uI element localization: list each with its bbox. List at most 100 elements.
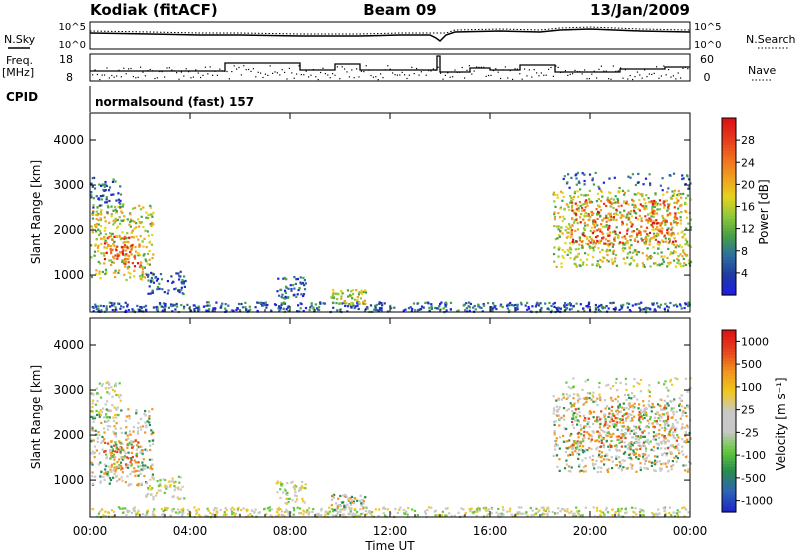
echo-point (115, 199, 118, 202)
echo-point (661, 214, 664, 217)
echo-point (287, 309, 290, 313)
echo-point (584, 252, 587, 255)
echo-point (342, 507, 345, 510)
echo-point (615, 449, 618, 452)
echo-point (146, 420, 149, 423)
nave-sample (665, 74, 667, 76)
echo-point (609, 201, 612, 204)
echo-point (115, 422, 118, 425)
y-tick-label: 1000 (53, 268, 84, 282)
nave-sample (293, 77, 295, 79)
colorbar-segment (722, 150, 736, 154)
echo-point (621, 406, 624, 409)
echo-point (351, 501, 354, 504)
echo-point (113, 444, 116, 447)
echo-point (113, 462, 116, 465)
echo-point (99, 262, 102, 265)
echo-point (91, 429, 94, 432)
echo-point (93, 445, 96, 448)
echo-point (331, 301, 335, 305)
y-tick-label: 2000 (53, 223, 84, 237)
echo-point (565, 446, 568, 450)
echo-point (646, 440, 649, 444)
echo-point (280, 302, 283, 305)
echo-point (120, 246, 123, 249)
echo-point (103, 450, 106, 453)
echo-point (364, 291, 368, 294)
echo-point (91, 410, 94, 413)
echo-point (119, 205, 122, 209)
echo-point (565, 459, 568, 462)
echo-point (457, 309, 460, 312)
echo-point (681, 414, 684, 417)
echo-point (661, 434, 664, 437)
echo-point (125, 456, 129, 459)
echo-point (91, 217, 95, 220)
echo-point (119, 507, 122, 510)
colorbar-segment (722, 393, 736, 398)
echo-point (356, 301, 359, 304)
echo-point (105, 305, 108, 308)
echo-point (593, 467, 596, 470)
echo-point (94, 243, 97, 246)
echo-point (222, 513, 225, 517)
echo-point (676, 447, 679, 450)
echo-point (128, 236, 131, 239)
echo-point (383, 507, 386, 510)
echo-point (608, 191, 611, 194)
echo-point (572, 242, 575, 245)
nave-sample (567, 74, 569, 76)
echo-point (465, 302, 468, 305)
echo-point (179, 497, 182, 500)
echo-point (628, 427, 631, 430)
echo-point (95, 449, 98, 452)
echo-point (615, 410, 618, 413)
echo-point (675, 445, 678, 448)
echo-point (556, 196, 559, 199)
echo-point (114, 217, 117, 220)
nave-sample (135, 77, 137, 79)
echo-point (596, 509, 599, 512)
echo-point (126, 303, 129, 306)
echo-point (129, 430, 132, 433)
echo-point (615, 218, 618, 221)
echo-point (616, 409, 619, 412)
echo-point (100, 309, 103, 312)
echo-point (105, 251, 108, 254)
echo-point (657, 444, 660, 447)
echo-point (647, 213, 650, 216)
echo-point (124, 262, 127, 265)
echo-point (606, 196, 609, 199)
echo-point (105, 246, 108, 250)
echo-point (568, 394, 571, 397)
echo-point (641, 417, 644, 420)
echo-point (148, 417, 151, 420)
nave-sample (380, 73, 382, 75)
echo-point (672, 250, 676, 253)
echo-point (577, 457, 580, 460)
echo-point (623, 459, 626, 462)
echo-point (643, 429, 646, 432)
echo-point (129, 272, 132, 275)
echo-point (644, 230, 647, 233)
echo-point (571, 409, 574, 413)
echo-point (148, 484, 152, 487)
nave-sample (641, 77, 643, 79)
nave-sample (200, 76, 202, 79)
echo-point (95, 225, 98, 229)
echo-point (671, 190, 674, 193)
echo-point (621, 220, 624, 223)
echo-point (109, 449, 112, 452)
echo-point (598, 381, 601, 385)
nave-sample (387, 65, 389, 67)
echo-point (611, 412, 614, 415)
echo-point (114, 269, 117, 272)
echo-point (558, 424, 561, 427)
echo-point (568, 208, 571, 212)
echo-point (569, 242, 572, 245)
echo-point (349, 294, 352, 297)
nave-sample (264, 73, 266, 75)
echo-point (141, 461, 144, 464)
echo-point (137, 461, 140, 464)
echo-point (92, 211, 95, 214)
